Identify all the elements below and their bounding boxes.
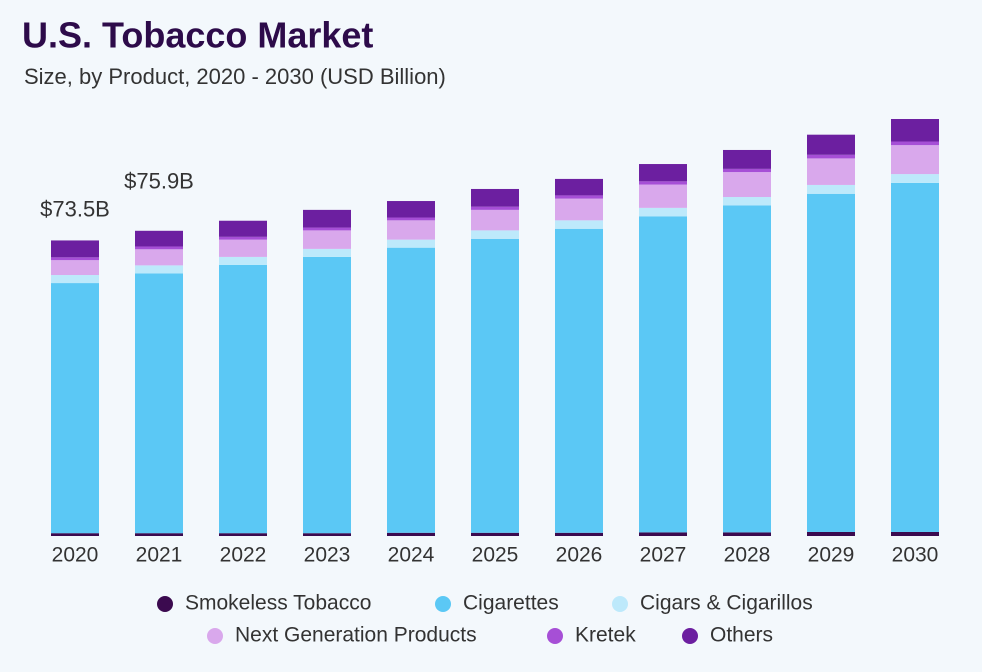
- bar-segment: [807, 154, 855, 159]
- bar-segment: [639, 184, 687, 208]
- bar-segment: [219, 264, 267, 534]
- bar-segment: [387, 532, 435, 536]
- bar-segment: [303, 533, 351, 536]
- bar-segment: [723, 168, 771, 173]
- bar-segment: [555, 198, 603, 221]
- bar-segment: [135, 265, 183, 274]
- legend-label: Smokeless Tobacco: [185, 592, 371, 615]
- bar-segment: [639, 216, 687, 533]
- bar-segment: [387, 201, 435, 218]
- total-label: $73.5B: [40, 196, 110, 221]
- x-tick-label: 2027: [640, 544, 687, 567]
- bar-segment: [51, 283, 99, 534]
- x-tick-label: 2029: [808, 544, 855, 567]
- x-tick-label: 2030: [892, 544, 939, 567]
- bar-segment: [51, 260, 99, 276]
- legend-swatch: [207, 628, 223, 644]
- bar-segment: [723, 197, 771, 206]
- bar-segment: [471, 238, 519, 533]
- bar-segment: [219, 256, 267, 265]
- bar-segment: [555, 220, 603, 229]
- legend-label: Cigarettes: [463, 592, 559, 615]
- bar-segment: [723, 149, 771, 169]
- bar-segment: [471, 188, 519, 207]
- bar-segment: [807, 531, 855, 536]
- legend-swatch: [612, 596, 628, 612]
- bar-segment: [807, 134, 855, 155]
- bar-segment: [387, 217, 435, 221]
- x-tick-label: 2021: [136, 544, 183, 567]
- bar-segment: [387, 247, 435, 533]
- bar-segment: [471, 230, 519, 239]
- bar-segment: [891, 174, 939, 183]
- x-tick-label: 2026: [556, 544, 603, 567]
- bar-segment: [303, 227, 351, 231]
- bar-segment: [51, 533, 99, 536]
- x-tick-label: 2023: [304, 544, 351, 567]
- bar-segment: [639, 207, 687, 217]
- bar-segment: [807, 184, 855, 194]
- bar-segment: [51, 257, 99, 261]
- x-tick-label: 2022: [220, 544, 267, 567]
- legend-swatch: [547, 628, 563, 644]
- bar-segment: [723, 532, 771, 536]
- bar-segment: [723, 172, 771, 198]
- bar-segment: [135, 273, 183, 534]
- bar-segment: [303, 230, 351, 249]
- legend-label: Others: [710, 624, 773, 647]
- bar-segment: [135, 533, 183, 536]
- bar-segment: [555, 228, 603, 533]
- bar-segment: [219, 533, 267, 536]
- bar-segment: [135, 230, 183, 247]
- bar-segment: [639, 164, 687, 182]
- bar-segment: [303, 209, 351, 228]
- bar-segment: [555, 532, 603, 536]
- total-label: $75.9B: [124, 169, 194, 194]
- bar-segment: [387, 239, 435, 248]
- bar-segment: [471, 532, 519, 536]
- bar-segment: [51, 240, 99, 258]
- bar-segment: [471, 206, 519, 210]
- chart-title: U.S. Tobacco Market: [22, 15, 373, 56]
- bar-segment: [639, 532, 687, 536]
- legend-label: Cigars & Cigarillos: [640, 592, 813, 615]
- bar-segment: [807, 158, 855, 185]
- legend-label: Next Generation Products: [235, 624, 477, 647]
- legend-swatch: [682, 628, 698, 644]
- bar-segment: [135, 246, 183, 250]
- x-tick-label: 2020: [52, 544, 99, 567]
- bar-segment: [51, 275, 99, 284]
- bar-segment: [891, 182, 939, 532]
- bar-segment: [219, 239, 267, 257]
- legend-label: Kretek: [575, 624, 636, 647]
- x-tick-label: 2025: [472, 544, 519, 567]
- bar-segment: [555, 195, 603, 199]
- bar-segment: [723, 205, 771, 533]
- bar-segment: [807, 193, 855, 532]
- bar-segment: [135, 249, 183, 266]
- bar-segment: [891, 531, 939, 536]
- bar-segment: [471, 209, 519, 231]
- legend-swatch: [435, 596, 451, 612]
- x-tick-label: 2028: [724, 544, 771, 567]
- x-tick-label: 2024: [388, 544, 435, 567]
- bar-segment: [303, 256, 351, 534]
- bar-segment: [891, 141, 939, 146]
- bar-segment: [891, 145, 939, 175]
- bar-segment: [219, 220, 267, 237]
- legend-swatch: [157, 596, 173, 612]
- bar-segment: [639, 181, 687, 185]
- chart-subtitle: Size, by Product, 2020 - 2030 (USD Billi…: [24, 64, 446, 89]
- bar-segment: [891, 119, 939, 142]
- bar-segment: [219, 236, 267, 240]
- bar-segment: [555, 178, 603, 196]
- bar-segment: [387, 220, 435, 240]
- bar-segment: [303, 248, 351, 257]
